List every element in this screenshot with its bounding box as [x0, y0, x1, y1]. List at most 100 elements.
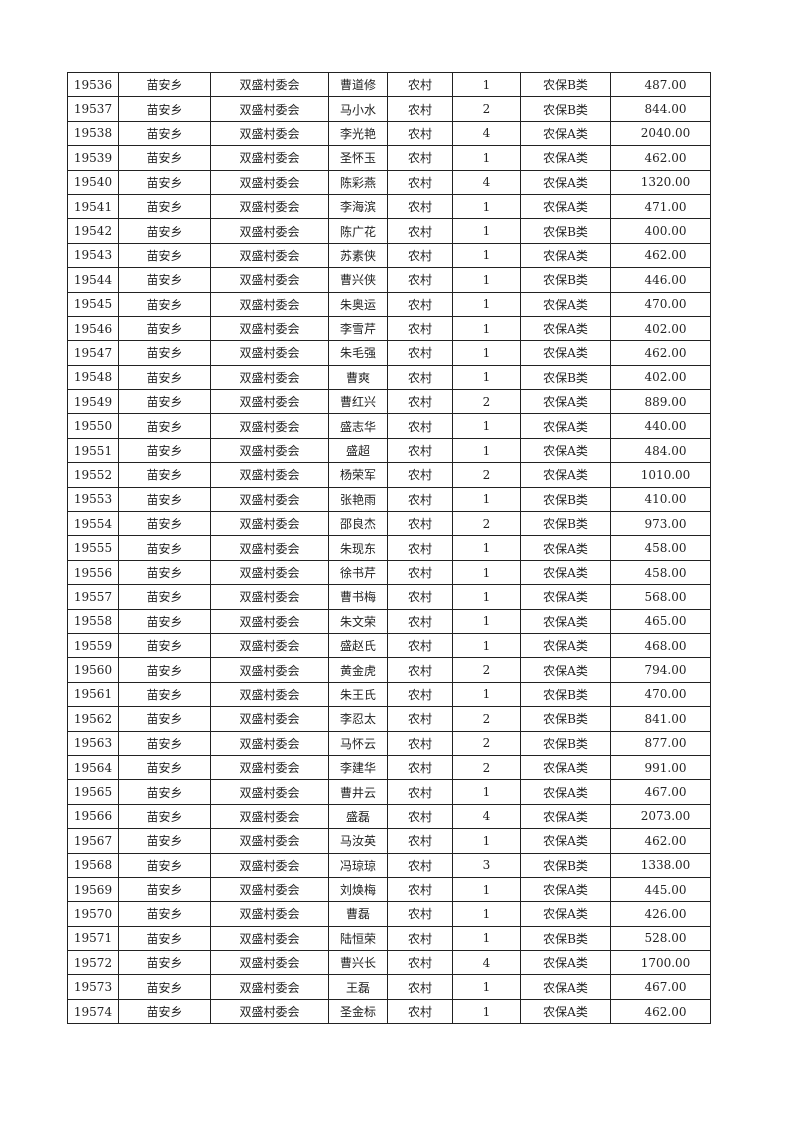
household-type-cell: 农村	[387, 754, 453, 781]
village-committee-cell: 双盛村委会	[210, 706, 329, 732]
household-type-cell: 农村	[387, 96, 453, 122]
person-name-cell: 冯琼琼	[328, 852, 388, 878]
township-cell: 苗安乡	[118, 852, 211, 878]
row-id-cell: 19564	[67, 754, 119, 781]
village-committee-cell: 双盛村委会	[210, 584, 329, 610]
row-id-cell: 19557	[67, 584, 119, 610]
household-type-cell: 农村	[387, 584, 453, 610]
township-cell: 苗安乡	[118, 608, 211, 634]
household-type-cell: 农村	[387, 169, 453, 195]
township-cell: 苗安乡	[118, 803, 211, 830]
table-row: 19542 苗安乡 双盛村委会 陈广花 农村 1 农保B类 400.00	[67, 218, 711, 244]
table-row: 19539 苗安乡 双盛村委会 圣怀玉 农村 1 农保A类 462.00	[67, 145, 711, 171]
amount-cell: 844.00	[610, 96, 711, 122]
amount-cell: 410.00	[610, 486, 711, 513]
township-cell: 苗安乡	[118, 340, 211, 366]
person-name-cell: 黄金虎	[328, 657, 388, 683]
table-row: 19567 苗安乡 双盛村委会 马汝英 农村 1 农保A类 462.00	[67, 828, 711, 854]
insurance-class-cell: 农保B类	[520, 267, 611, 293]
row-id-cell: 19565	[67, 779, 119, 805]
household-size-cell: 1	[452, 364, 521, 391]
insurance-class-cell: 农保B类	[520, 486, 611, 513]
village-committee-cell: 双盛村委会	[210, 925, 329, 952]
insurance-class-cell: 农保A类	[520, 389, 611, 415]
person-name-cell: 陈彩燕	[328, 169, 388, 195]
row-id-cell: 19548	[67, 364, 119, 391]
township-cell: 苗安乡	[118, 242, 211, 269]
person-name-cell: 曹兴侠	[328, 267, 388, 293]
amount-cell: 440.00	[610, 413, 711, 439]
insurance-class-cell: 农保A类	[520, 754, 611, 781]
township-cell: 苗安乡	[118, 462, 211, 488]
person-name-cell: 盛磊	[328, 803, 388, 830]
household-type-cell: 农村	[387, 974, 453, 1000]
township-cell: 苗安乡	[118, 779, 211, 805]
household-type-cell: 农村	[387, 535, 453, 561]
insurance-class-cell: 农保B类	[520, 852, 611, 878]
insurance-class-cell: 农保A类	[520, 193, 611, 220]
row-id-cell: 19536	[67, 71, 119, 98]
household-type-cell: 农村	[387, 437, 453, 464]
household-size-cell: 1	[452, 486, 521, 513]
household-type-cell: 农村	[387, 730, 453, 756]
insurance-class-cell: 农保A类	[520, 462, 611, 488]
village-committee-cell: 双盛村委会	[210, 242, 329, 269]
insurance-class-cell: 农保A类	[520, 315, 611, 342]
village-committee-cell: 双盛村委会	[210, 535, 329, 561]
insurance-class-cell: 农保A类	[520, 291, 611, 317]
amount-cell: 1338.00	[610, 852, 711, 878]
household-type-cell: 农村	[387, 413, 453, 439]
township-cell: 苗安乡	[118, 584, 211, 610]
amount-cell: 458.00	[610, 559, 711, 586]
township-cell: 苗安乡	[118, 876, 211, 903]
person-name-cell: 李海滨	[328, 193, 388, 220]
person-name-cell: 刘焕梅	[328, 876, 388, 903]
amount-cell: 467.00	[610, 974, 711, 1000]
township-cell: 苗安乡	[118, 950, 211, 976]
township-cell: 苗安乡	[118, 120, 211, 147]
insurance-class-cell: 农保B类	[520, 71, 611, 98]
township-cell: 苗安乡	[118, 901, 211, 927]
person-name-cell: 邵良杰	[328, 511, 388, 537]
person-name-cell: 李光艳	[328, 120, 388, 147]
household-type-cell: 农村	[387, 340, 453, 366]
insurance-class-cell: 农保A类	[520, 974, 611, 1000]
row-id-cell: 19556	[67, 559, 119, 586]
village-committee-cell: 双盛村委会	[210, 315, 329, 342]
table-row: 19556 苗安乡 双盛村委会 徐书芹 农村 1 农保A类 458.00	[67, 559, 711, 586]
household-size-cell: 1	[452, 437, 521, 464]
person-name-cell: 曹兴长	[328, 950, 388, 976]
village-committee-cell: 双盛村委会	[210, 852, 329, 878]
village-committee-cell: 双盛村委会	[210, 511, 329, 537]
person-name-cell: 徐书芹	[328, 559, 388, 586]
amount-cell: 470.00	[610, 681, 711, 708]
person-name-cell: 曹道修	[328, 71, 388, 98]
household-size-cell: 1	[452, 413, 521, 439]
village-committee-cell: 双盛村委会	[210, 730, 329, 756]
table-row: 19564 苗安乡 双盛村委会 李建华 农村 2 农保A类 991.00	[67, 754, 711, 781]
village-committee-cell: 双盛村委会	[210, 437, 329, 464]
row-id-cell: 19571	[67, 925, 119, 952]
household-size-cell: 1	[452, 608, 521, 634]
household-type-cell: 农村	[387, 218, 453, 244]
township-cell: 苗安乡	[118, 145, 211, 171]
insurance-class-cell: 农保A类	[520, 998, 611, 1025]
household-size-cell: 4	[452, 950, 521, 976]
table-row: 19560 苗安乡 双盛村委会 黄金虎 农村 2 农保A类 794.00	[67, 657, 711, 683]
person-name-cell: 圣金标	[328, 998, 388, 1025]
insurance-class-cell: 农保A类	[520, 535, 611, 561]
township-cell: 苗安乡	[118, 389, 211, 415]
table-row: 19550 苗安乡 双盛村委会 盛志华 农村 1 农保A类 440.00	[67, 413, 711, 439]
row-id-cell: 19570	[67, 901, 119, 927]
insurance-class-cell: 农保A类	[520, 340, 611, 366]
township-cell: 苗安乡	[118, 828, 211, 854]
household-type-cell: 农村	[387, 828, 453, 854]
amount-cell: 1320.00	[610, 169, 711, 195]
table-row: 19547 苗安乡 双盛村委会 朱毛强 农村 1 农保A类 462.00	[67, 340, 711, 366]
person-name-cell: 马怀云	[328, 730, 388, 756]
person-name-cell: 马汝英	[328, 828, 388, 854]
household-type-cell: 农村	[387, 120, 453, 147]
township-cell: 苗安乡	[118, 974, 211, 1000]
amount-cell: 462.00	[610, 340, 711, 366]
insurance-class-cell: 农保A类	[520, 632, 611, 659]
